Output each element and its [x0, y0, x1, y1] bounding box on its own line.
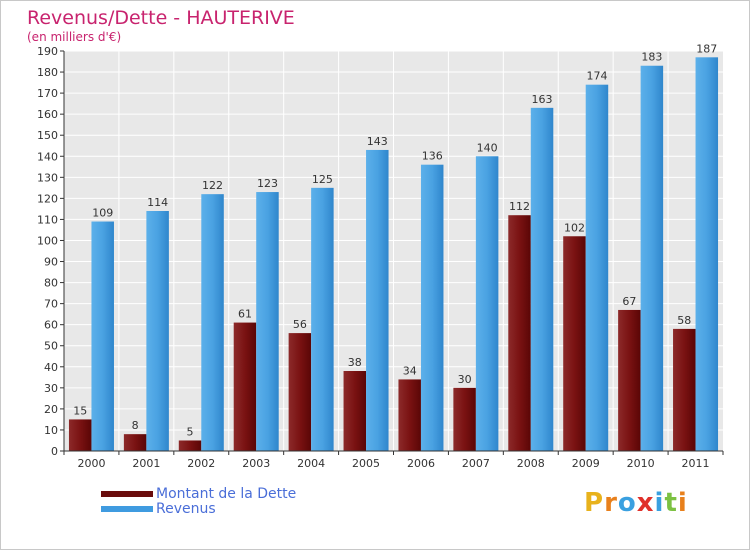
bar-debt — [233, 322, 257, 451]
y-tick-label: 150 — [37, 129, 58, 142]
y-tick-label: 100 — [37, 234, 58, 247]
y-tick-label: 80 — [44, 277, 58, 290]
data-label-revenue: 136 — [422, 150, 443, 163]
data-label-debt: 112 — [509, 200, 530, 213]
bar-revenue — [201, 194, 224, 451]
x-tick-label: 2003 — [242, 457, 270, 470]
proxiti-logo: Proxiti — [584, 488, 688, 518]
legend-swatch-debt — [101, 491, 153, 497]
chart-title: Revenus/Dette - HAUTERIVE — [27, 7, 295, 29]
x-tick-label: 2004 — [297, 457, 325, 470]
data-label-revenue: 187 — [696, 42, 717, 55]
y-tick-label: 0 — [51, 445, 58, 458]
bar-revenue — [475, 156, 499, 451]
y-tick-label: 50 — [44, 340, 58, 353]
x-tick-label: 2001 — [132, 457, 160, 470]
data-label-revenue: 122 — [202, 179, 223, 192]
y-tick-label: 120 — [37, 192, 58, 205]
chart-subtitle: (en milliers d'€) — [27, 30, 122, 44]
bar-debt — [563, 236, 586, 451]
y-tick-label: 140 — [37, 150, 58, 163]
bar-revenue — [585, 84, 609, 452]
y-tick-label: 130 — [37, 171, 58, 184]
logo-letter: x — [636, 488, 655, 518]
y-tick-label: 20 — [44, 403, 58, 416]
bar-debt — [178, 440, 202, 451]
data-label-revenue: 114 — [147, 196, 168, 209]
logo-letter: r — [604, 488, 618, 518]
logo-letter: t — [664, 488, 678, 518]
bar-revenue — [420, 164, 444, 451]
data-label-debt: 58 — [677, 314, 691, 327]
bar-revenue — [530, 107, 554, 451]
bar-debt — [68, 419, 92, 451]
x-tick-label: 2005 — [352, 457, 380, 470]
data-label-revenue: 140 — [477, 141, 498, 154]
data-label-debt: 67 — [622, 295, 636, 308]
y-tick-label: 60 — [44, 319, 58, 332]
bar-revenue — [91, 221, 114, 451]
bar-revenue — [311, 187, 334, 451]
bar-debt — [618, 309, 641, 451]
data-label-revenue: 163 — [532, 93, 553, 106]
bar-revenue — [640, 65, 664, 451]
data-label-revenue: 123 — [257, 177, 278, 190]
data-label-debt: 30 — [458, 373, 472, 386]
bar-debt — [673, 328, 696, 451]
x-tick-label: 2011 — [682, 457, 710, 470]
logo-letter: P — [584, 488, 605, 518]
y-tick-label: 160 — [37, 108, 58, 121]
data-label-revenue: 109 — [92, 207, 113, 220]
y-tick-label: 70 — [44, 298, 58, 311]
y-tick-label: 40 — [44, 361, 58, 374]
logo-letter: i — [677, 488, 688, 518]
bar-revenue — [366, 149, 389, 451]
x-tick-label: 2008 — [517, 457, 545, 470]
y-tick-label: 90 — [44, 256, 58, 269]
bar-debt — [123, 434, 147, 451]
data-label-revenue: 174 — [586, 70, 607, 83]
logo-letter: o — [617, 488, 637, 518]
bar-debt — [453, 387, 476, 451]
data-label-revenue: 143 — [367, 135, 388, 148]
data-label-debt: 15 — [73, 404, 87, 417]
data-label-debt: 61 — [238, 308, 252, 321]
y-tick-label: 110 — [37, 213, 58, 226]
x-tick-label: 2002 — [187, 457, 215, 470]
data-label-revenue: 183 — [641, 51, 662, 64]
data-label-debt: 8 — [132, 419, 139, 432]
x-tick-label: 2010 — [627, 457, 655, 470]
y-tick-label: 10 — [44, 424, 58, 437]
data-label-debt: 102 — [564, 221, 585, 234]
legend-label-revenue: Revenus — [156, 501, 216, 517]
x-tick-label: 2009 — [572, 457, 600, 470]
data-label-debt: 5 — [187, 425, 194, 438]
bar-revenue — [256, 192, 279, 452]
x-tick-label: 2006 — [407, 457, 435, 470]
y-tick-label: 30 — [44, 382, 58, 395]
data-label-debt: 38 — [348, 356, 362, 369]
bar-debt — [398, 379, 421, 451]
x-tick-label: 2000 — [77, 457, 105, 470]
data-label-debt: 56 — [293, 318, 307, 331]
bar-revenue — [146, 211, 169, 451]
x-tick-label: 2007 — [462, 457, 490, 470]
logo-letter: i — [654, 488, 665, 518]
legend-label-debt: Montant de la Dette — [156, 486, 297, 502]
data-label-debt: 34 — [403, 364, 417, 377]
bar-debt — [508, 215, 531, 451]
y-tick-label: 180 — [37, 66, 58, 79]
data-label-revenue: 125 — [312, 173, 333, 186]
legend-swatch-revenue — [101, 506, 153, 512]
bar-revenue — [695, 57, 719, 451]
y-tick-label: 190 — [37, 45, 58, 58]
bar-debt — [288, 333, 312, 451]
bar-debt — [343, 371, 367, 451]
y-tick-label: 170 — [37, 87, 58, 100]
